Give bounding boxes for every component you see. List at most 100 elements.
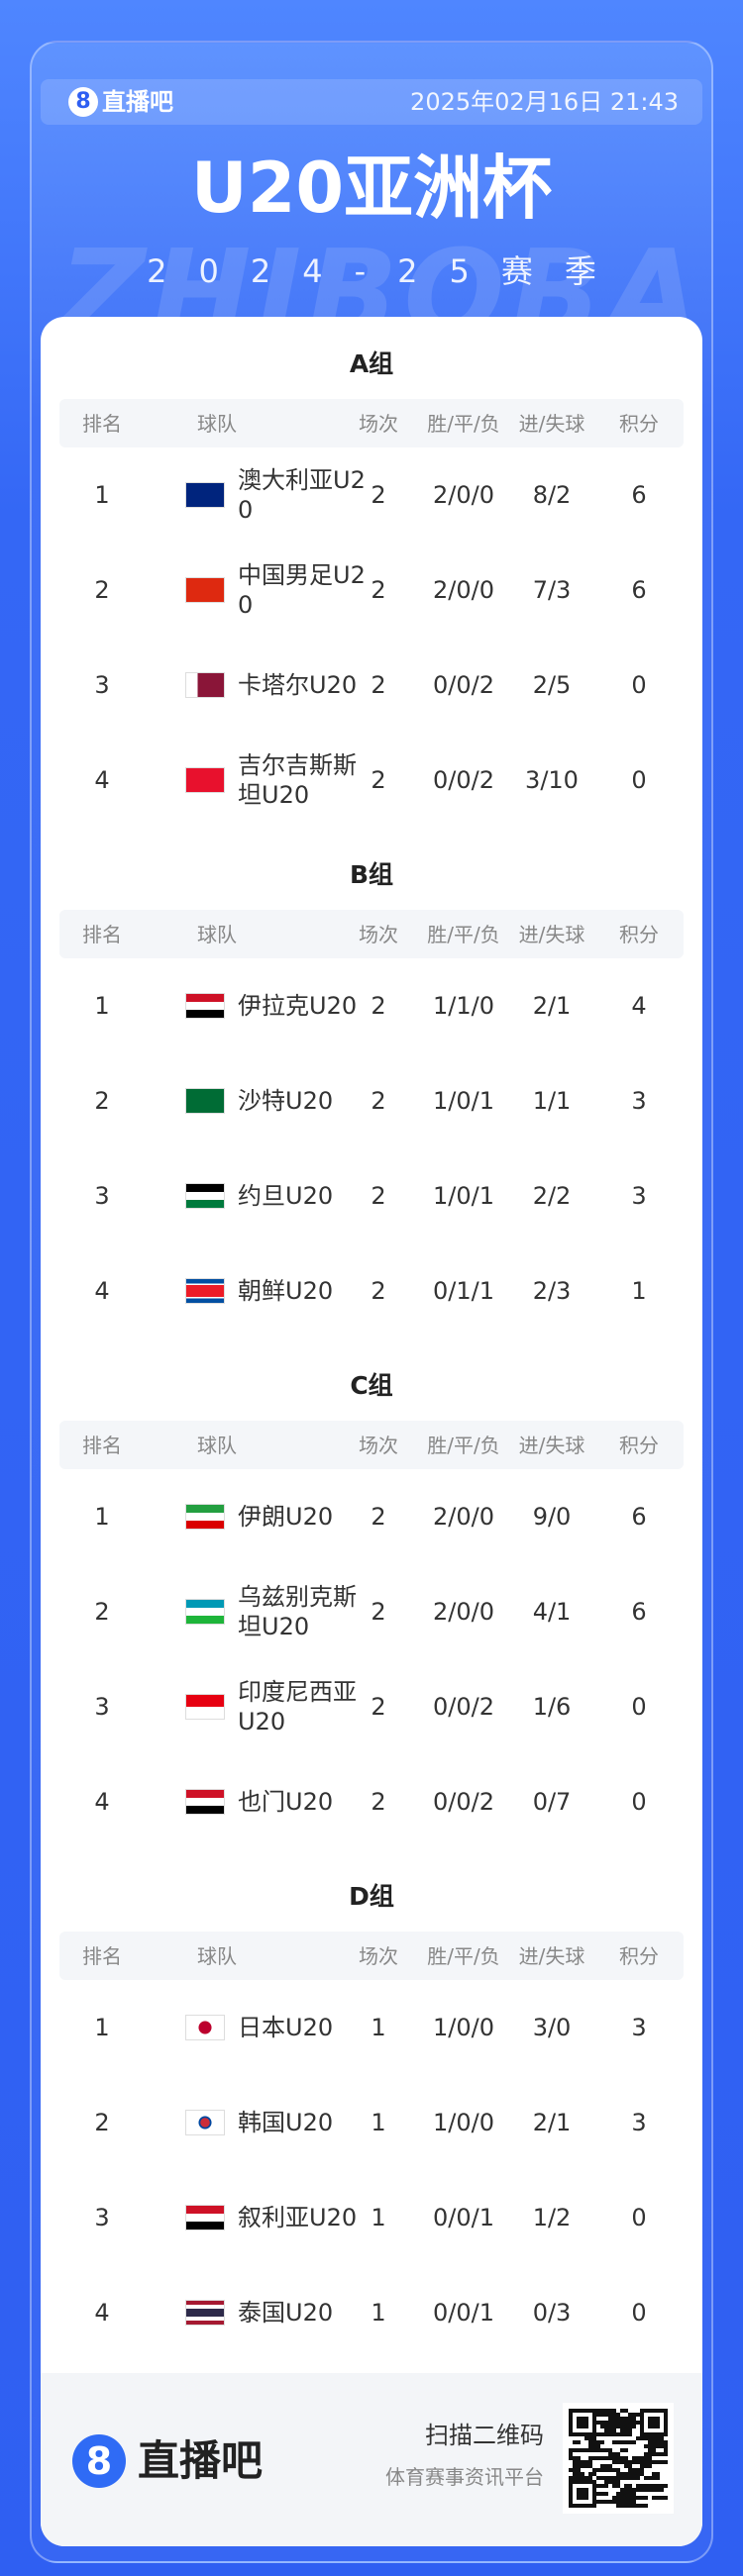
qr-module	[612, 2484, 616, 2488]
qr-module	[616, 2456, 620, 2460]
qr-module	[664, 2452, 668, 2456]
qr-module	[636, 2468, 640, 2472]
qr-module	[656, 2452, 660, 2456]
qr-module	[588, 2440, 592, 2444]
cell-2: 2	[371, 766, 386, 794]
qr-module	[612, 2496, 616, 2500]
qr-module	[569, 2425, 573, 2428]
cell-5: 0	[631, 2299, 647, 2327]
qr-module	[600, 2425, 604, 2428]
qr-module	[640, 2484, 644, 2488]
qr-module	[569, 2496, 573, 2500]
qr-module	[652, 2425, 656, 2428]
qr-module	[616, 2432, 620, 2436]
top-bar: 8 直播吧 2025年02月16日 21:43	[41, 79, 702, 125]
qr-module	[600, 2476, 604, 2480]
qr-module	[608, 2425, 612, 2428]
qr-module	[569, 2504, 573, 2508]
qr-module	[569, 2476, 573, 2480]
qr-module	[577, 2421, 581, 2425]
qr-module	[584, 2476, 588, 2480]
cell-4: 9/0	[532, 1503, 572, 1531]
qr-module	[584, 2425, 588, 2428]
column-header: 排名	[82, 1434, 122, 1457]
qr-module	[581, 2480, 584, 2484]
qr-module	[596, 2484, 600, 2488]
qr-module	[592, 2440, 596, 2444]
qr-module	[660, 2488, 664, 2492]
table-header-bg	[59, 399, 684, 447]
qr-module	[624, 2496, 628, 2500]
qr-module	[569, 2413, 573, 2417]
qr-module	[612, 2432, 616, 2436]
logo-text: 直播吧	[102, 88, 173, 116]
qr-module	[620, 2500, 624, 2504]
qr-module	[632, 2460, 636, 2464]
qr-module	[616, 2460, 620, 2464]
team-name: 约旦U20	[238, 1182, 334, 1210]
qr-module	[608, 2500, 612, 2504]
qr-module	[577, 2456, 581, 2460]
table-header-bg	[59, 910, 684, 958]
qr-module	[624, 2432, 628, 2436]
qr-module	[648, 2464, 652, 2468]
qr-module	[628, 2492, 632, 2496]
qr-module	[608, 2464, 612, 2468]
column-header: 进/失球	[518, 1434, 585, 1457]
qr-module	[616, 2413, 620, 2417]
qr-module	[616, 2440, 620, 2444]
flag	[185, 1599, 225, 1625]
cell-0: 3	[94, 2204, 110, 2231]
qr-module	[577, 2472, 581, 2476]
qr-module	[652, 2460, 656, 2464]
qr-module	[620, 2432, 624, 2436]
cell-5: 6	[631, 1598, 647, 1626]
column-header: 球队	[197, 1434, 237, 1457]
qr-module	[604, 2409, 608, 2413]
qr-module	[600, 2448, 604, 2452]
qr-module	[588, 2480, 592, 2484]
qr-module	[660, 2432, 664, 2436]
qr-module	[652, 2484, 656, 2488]
qr-module	[612, 2500, 616, 2504]
qr-module	[569, 2428, 573, 2432]
qr-module	[652, 2417, 656, 2421]
cell-0: 4	[94, 2299, 110, 2327]
qr-module	[608, 2421, 612, 2425]
qr-module	[612, 2417, 616, 2421]
qr-module	[600, 2409, 604, 2413]
qr-module	[660, 2452, 664, 2456]
qr-module	[612, 2409, 616, 2413]
cell-2: 1	[371, 2299, 386, 2327]
qr-module	[640, 2436, 644, 2440]
qr-module	[624, 2472, 628, 2476]
qr-module	[624, 2504, 628, 2508]
qr-module	[652, 2496, 656, 2500]
qr-module	[569, 2417, 573, 2421]
qr-module	[612, 2452, 616, 2456]
qr-module	[620, 2409, 624, 2413]
qr-module	[592, 2488, 596, 2492]
qr-module	[596, 2456, 600, 2460]
qr-module	[577, 2480, 581, 2484]
qr-module	[636, 2484, 640, 2488]
qr-module	[664, 2428, 668, 2432]
qr-module	[640, 2488, 644, 2492]
qr-module	[588, 2464, 592, 2468]
qr-module	[569, 2484, 573, 2488]
qr-module	[656, 2488, 660, 2492]
qr-module	[640, 2425, 644, 2428]
qr-module	[577, 2464, 581, 2468]
cell-5: 3	[631, 1182, 647, 1210]
qr-module	[628, 2440, 632, 2444]
cell-3: 1/0/0	[433, 2109, 494, 2136]
qr-module	[620, 2425, 624, 2428]
qr-module	[640, 2428, 644, 2432]
qr-module	[608, 2428, 612, 2432]
qr-module	[620, 2504, 624, 2508]
qr-module	[612, 2428, 616, 2432]
qr-module	[656, 2440, 660, 2444]
cell-2: 2	[371, 1087, 386, 1115]
cell-0: 4	[94, 1788, 110, 1816]
qr-module	[612, 2421, 616, 2425]
